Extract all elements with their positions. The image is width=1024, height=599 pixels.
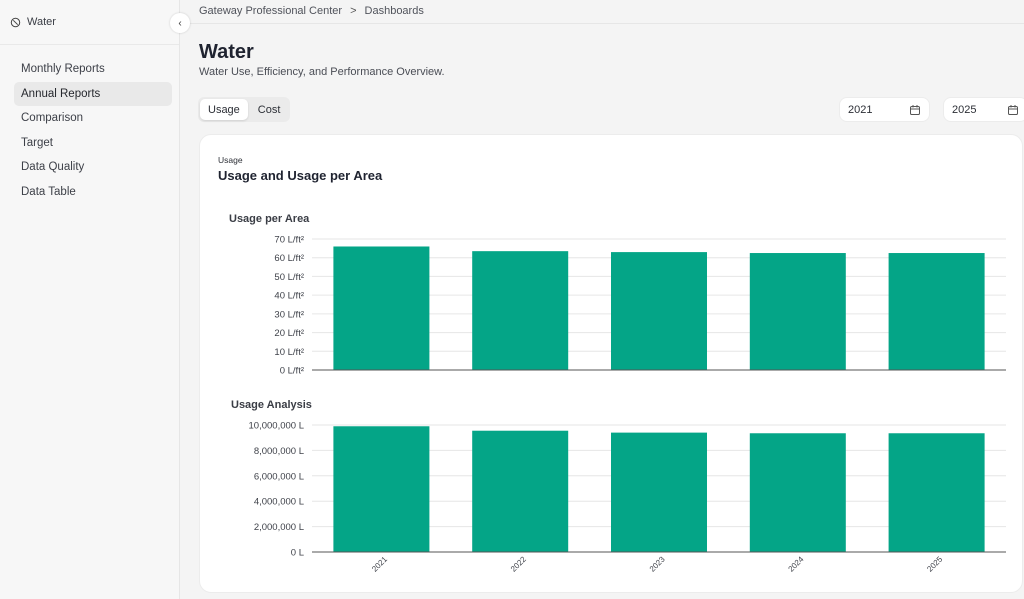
usage-analysis-x-tick: 2022: [509, 554, 528, 573]
date-from-value: 2021: [848, 103, 873, 116]
sidebar-item-target[interactable]: Target: [21, 136, 53, 149]
usage-analysis-chart-title: Usage Analysis: [231, 399, 312, 411]
page-title: Water: [199, 41, 254, 63]
date-to-value: 2025: [952, 103, 977, 116]
sidebar-title: Water: [27, 16, 56, 28]
sidebar-item-data-table[interactable]: Data Table: [21, 185, 76, 198]
usage-per-area-bar: [749, 253, 846, 370]
sidebar-collapse-button[interactable]: ‹: [170, 13, 190, 33]
breadcrumb-item-dashboards[interactable]: Dashboards: [364, 5, 424, 17]
usage-analysis-bar: [749, 433, 846, 552]
usage-analysis-x-tick: 2023: [648, 554, 667, 573]
breadcrumb: Gateway Professional Center > Dashboards: [199, 5, 424, 17]
usage-per-area-chart-title: Usage per Area: [229, 213, 310, 225]
usage-analysis-x-tick: 2024: [787, 554, 806, 573]
usage-analysis-y-tick: 4,000,000 L: [254, 497, 304, 508]
usage-per-area-y-tick: 60 L/ft²: [274, 253, 304, 264]
usage-per-area-y-tick: 30 L/ft²: [274, 309, 304, 320]
chevron-right-icon: >: [350, 5, 357, 17]
usage-analysis-y-tick: 10,000,000 L: [249, 421, 304, 432]
card-title: Usage and Usage per Area: [218, 168, 383, 183]
usage-per-area-y-tick: 10 L/ft²: [274, 347, 304, 358]
sidebar-header: Water: [0, 0, 179, 45]
usage-analysis-y-tick: 6,000,000 L: [254, 471, 304, 482]
sidebar: Water Monthly Reports Annual Reports Com…: [0, 0, 180, 599]
usage-card: Usage Usage and Usage per Area Usage per…: [199, 134, 1023, 593]
date-from-picker[interactable]: 2021: [839, 97, 930, 122]
usage-analysis-bar: [472, 430, 569, 552]
card-kicker: Usage: [218, 155, 243, 165]
usage-per-area-bar: [472, 251, 569, 370]
usage-per-area-bar: [888, 253, 985, 370]
sidebar-item-comparison[interactable]: Comparison: [21, 112, 83, 125]
main-content: Gateway Professional Center > Dashboards…: [180, 0, 1024, 599]
usage-per-area-y-tick: 40 L/ft²: [274, 291, 304, 302]
usage-analysis-x-tick: 2021: [370, 554, 389, 573]
usage-per-area-y-tick: 20 L/ft²: [274, 328, 304, 339]
usage-per-area-y-tick: 0 L/ft²: [280, 366, 304, 377]
usage-analysis-y-tick: 8,000,000 L: [254, 446, 304, 457]
water-icon: [10, 17, 21, 27]
usage-per-area-bar: [611, 252, 707, 370]
toggle-cost-button[interactable]: Cost: [257, 103, 281, 116]
calendar-icon: [910, 105, 920, 115]
usage-analysis-bar: [611, 432, 707, 552]
date-to-picker[interactable]: 2025: [943, 97, 1024, 122]
metric-toggle: Usage Cost: [198, 97, 291, 122]
sidebar-nav: Monthly Reports Annual Reports Compariso…: [0, 45, 179, 204]
usage-analysis-y-tick: 0 L: [291, 548, 304, 559]
usage-analysis-y-tick: 2,000,000 L: [254, 522, 304, 533]
toggle-usage-button[interactable]: Usage: [200, 99, 248, 120]
sidebar-item-annual-reports[interactable]: Annual Reports: [14, 81, 172, 106]
chevron-left-icon: ‹: [178, 17, 182, 29]
breadcrumb-item-building[interactable]: Gateway Professional Center: [199, 5, 343, 17]
sidebar-item-data-quality[interactable]: Data Quality: [21, 161, 85, 174]
usage-per-area-y-tick: 50 L/ft²: [274, 272, 304, 283]
usage-analysis-x-tick: 2025: [925, 554, 944, 573]
calendar-icon: [1008, 105, 1018, 115]
usage-per-area-bar: [333, 246, 430, 370]
usage-analysis-bar: [333, 426, 430, 552]
sidebar-item-monthly-reports[interactable]: Monthly Reports: [21, 63, 105, 76]
usage-per-area-y-tick: 70 L/ft²: [274, 235, 304, 246]
usage-analysis-bar: [888, 433, 985, 552]
page-subtitle: Water Use, Efficiency, and Performance O…: [199, 66, 445, 78]
usage-charts: Usage per Area 0 L/ft² 10 L/ft² 20 L/ft² 30 …: [229, 213, 1006, 574]
header-divider: [180, 23, 1024, 24]
